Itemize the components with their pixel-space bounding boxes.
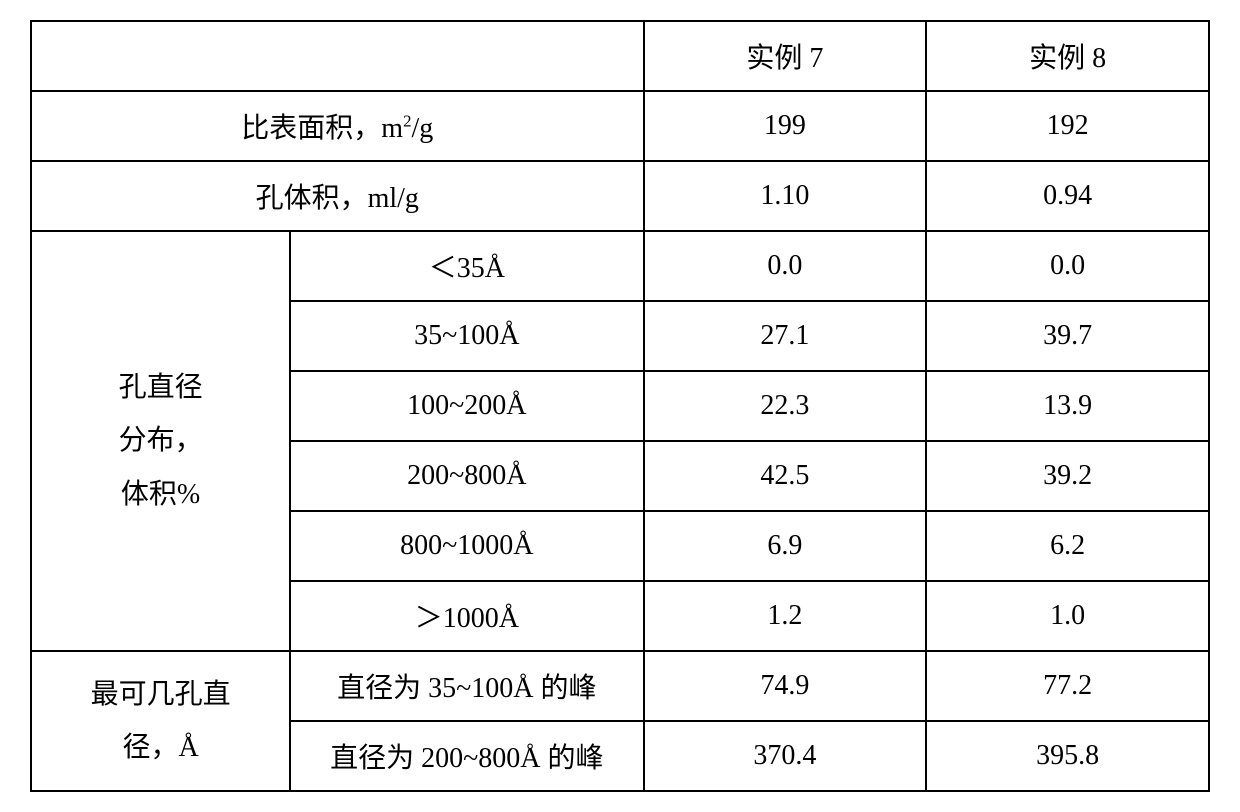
data-table: 实例 7 实例 8 比表面积，m2/g 199 192 孔体积，ml/g 1.1… xyxy=(30,20,1210,792)
row-label-pore-volume: 孔体积，ml/g xyxy=(31,161,644,231)
cell-value: 192 xyxy=(926,91,1209,161)
table-row: 比表面积，m2/g 199 192 xyxy=(31,91,1209,161)
header-ex7: 实例 7 xyxy=(644,21,927,91)
cell-value: 74.9 xyxy=(644,651,927,721)
group-label-line: 最可几孔直 xyxy=(91,679,231,710)
cell-value: 13.9 xyxy=(926,371,1209,441)
cell-value: 27.1 xyxy=(644,301,927,371)
range-label: 200~800Å xyxy=(290,441,643,511)
range-label: 100~200Å xyxy=(290,371,643,441)
cell-value: 42.5 xyxy=(644,441,927,511)
group-label-line: 径，Å xyxy=(122,732,198,763)
table-row: 孔体积，ml/g 1.10 0.94 xyxy=(31,161,1209,231)
table-row: 实例 7 实例 8 xyxy=(31,21,1209,91)
cell-value: 370.4 xyxy=(644,721,927,791)
cell-value: 1.2 xyxy=(644,581,927,651)
cell-value: 39.2 xyxy=(926,441,1209,511)
cell-value: 22.3 xyxy=(644,371,927,441)
table-row: 孔直径 分布， 体积% ＜35Å 0.0 0.0 xyxy=(31,231,1209,301)
cell-value: 1.10 xyxy=(644,161,927,231)
range-label: 35~100Å xyxy=(290,301,643,371)
group-label-line: 孔直径 xyxy=(119,372,203,403)
cell-value: 199 xyxy=(644,91,927,161)
table-container: 实例 7 实例 8 比表面积，m2/g 199 192 孔体积，ml/g 1.1… xyxy=(30,20,1210,792)
group-label-line: 体积% xyxy=(121,479,200,510)
cell-value: 6.9 xyxy=(644,511,927,581)
group-label-pore-diameter: 孔直径 分布， 体积% xyxy=(31,231,290,651)
group-label-line: 分布， xyxy=(119,425,203,456)
cell-value: 0.94 xyxy=(926,161,1209,231)
range-label: ＞1000Å xyxy=(290,581,643,651)
cell-value: 39.7 xyxy=(926,301,1209,371)
table-row: 最可几孔直 径，Å 直径为 35~100Å 的峰 74.9 77.2 xyxy=(31,651,1209,721)
range-label: 800~1000Å xyxy=(290,511,643,581)
desc-label: 直径为 200~800Å 的峰 xyxy=(290,721,643,791)
header-blank xyxy=(31,21,644,91)
cell-value: 395.8 xyxy=(926,721,1209,791)
cell-value: 1.0 xyxy=(926,581,1209,651)
cell-value: 6.2 xyxy=(926,511,1209,581)
cell-value: 0.0 xyxy=(644,231,927,301)
cell-value: 0.0 xyxy=(926,231,1209,301)
row-label-surface-area: 比表面积，m2/g xyxy=(31,91,644,161)
cell-value: 77.2 xyxy=(926,651,1209,721)
group-label-most-probable: 最可几孔直 径，Å xyxy=(31,651,290,791)
header-ex8: 实例 8 xyxy=(926,21,1209,91)
desc-label: 直径为 35~100Å 的峰 xyxy=(290,651,643,721)
range-label: ＜35Å xyxy=(290,231,643,301)
